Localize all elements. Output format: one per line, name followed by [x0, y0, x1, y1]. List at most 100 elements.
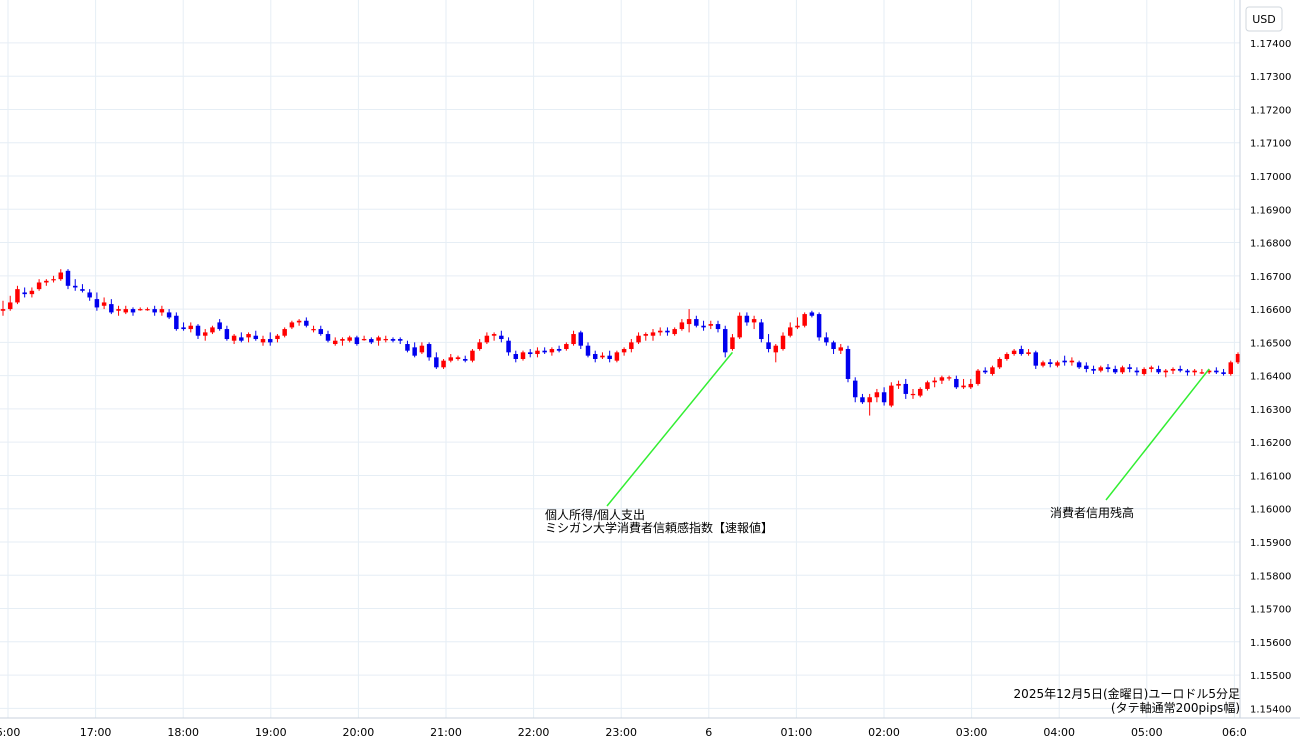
candle-body — [896, 383, 901, 386]
candle-body — [578, 332, 584, 346]
candle-body — [231, 335, 237, 341]
candle-body — [1026, 352, 1031, 355]
y-tick-label: 1.16600 — [1250, 305, 1291, 316]
candle-body — [65, 270, 71, 286]
candle-body — [1156, 368, 1161, 373]
x-tick-label: 17:00 — [80, 726, 112, 739]
candle-body — [239, 337, 244, 341]
candle-body — [1055, 362, 1060, 366]
candle-body — [1011, 350, 1017, 355]
candle-body — [166, 312, 172, 318]
candle-body — [246, 334, 251, 338]
candle-body — [1076, 362, 1082, 368]
candle-body — [116, 309, 121, 311]
y-tick-label: 1.17300 — [1250, 72, 1291, 83]
candle-body — [325, 334, 331, 341]
candle-body — [369, 339, 374, 343]
candle-body — [7, 302, 13, 310]
candle-body — [397, 339, 403, 341]
candle-body — [1206, 370, 1212, 373]
candle-body — [650, 332, 656, 336]
x-tick-label: 18:00 — [167, 726, 199, 739]
y-tick-label: 1.16200 — [1250, 438, 1291, 449]
candle-body — [708, 324, 714, 326]
candle-body — [22, 292, 27, 295]
candle-body — [773, 345, 779, 353]
currency-label-box — [1245, 6, 1283, 32]
candle-body — [845, 349, 851, 379]
candle-body — [224, 329, 230, 340]
candle-body — [954, 378, 959, 388]
annotation-leader-line — [606, 351, 734, 507]
candle-body — [29, 290, 35, 295]
candle-body — [1098, 367, 1104, 371]
candle-body — [874, 392, 880, 398]
candle-body — [1127, 367, 1132, 369]
candle-body — [109, 304, 114, 313]
candle-body — [643, 334, 649, 336]
caption-line-2: (タテ軸通常200pips幅) — [1110, 701, 1240, 715]
annotation-label: ミシガン大学消費者信頼感指数【速報値】 — [545, 520, 773, 535]
candle-body — [585, 345, 591, 356]
candle-body — [730, 337, 735, 350]
candle-body — [657, 330, 663, 333]
annotation-leader-line — [1105, 368, 1210, 501]
candle-body — [159, 309, 165, 313]
candle-body — [202, 332, 208, 336]
candle-body — [1004, 354, 1010, 359]
candle-body — [1112, 368, 1118, 373]
candle-body — [484, 335, 490, 343]
candle-body — [860, 397, 865, 403]
candle-body — [809, 312, 815, 316]
candle-body — [715, 324, 721, 330]
candle-body — [1235, 354, 1241, 363]
candle-body — [556, 349, 562, 351]
candle-body — [672, 329, 677, 335]
candle-body — [383, 339, 389, 341]
candle-body — [780, 335, 786, 350]
candle-body — [1019, 349, 1024, 355]
candle-body — [513, 354, 519, 359]
x-tick-label: 19:00 — [255, 726, 287, 739]
candle-body — [824, 337, 829, 343]
candle-body — [744, 315, 750, 323]
candle-body — [477, 342, 482, 350]
x-tick-label: 03:00 — [956, 726, 988, 739]
candle-body — [852, 380, 858, 398]
candle-body — [629, 342, 634, 350]
y-tick-label: 1.15700 — [1250, 605, 1291, 616]
candle-body — [1040, 362, 1046, 366]
candle-body — [137, 309, 143, 311]
candle-body — [665, 330, 670, 333]
y-tick-label: 1.16000 — [1250, 505, 1291, 516]
currency-label: USD — [1252, 13, 1276, 26]
y-tick-label: 1.16300 — [1250, 405, 1291, 416]
candle-body — [571, 334, 576, 345]
candle-body — [491, 334, 497, 336]
candle-body — [1091, 368, 1096, 371]
candle-body — [982, 370, 988, 373]
candle-body — [1214, 370, 1219, 373]
candle-body — [448, 357, 454, 361]
candle-body — [94, 299, 100, 308]
candle-body — [1047, 362, 1053, 364]
candle-body — [939, 377, 945, 381]
candle-body — [332, 340, 338, 345]
x-tick-label: 6:00 — [0, 726, 20, 739]
candle-body — [405, 344, 410, 351]
y-tick-label: 1.17200 — [1250, 105, 1291, 116]
y-tick-label: 1.16800 — [1250, 239, 1291, 250]
candle-body — [51, 279, 56, 281]
candle-body — [441, 360, 446, 368]
candle-body — [1105, 367, 1111, 369]
candle-body — [549, 349, 555, 353]
candle-body — [1163, 370, 1169, 373]
candle-layer — [0, 269, 1241, 416]
candle-body — [1033, 352, 1039, 366]
annotation-label: 個人所得/個人支出 — [545, 507, 645, 522]
y-tick-label: 1.15900 — [1250, 538, 1291, 549]
candle-body — [123, 309, 129, 313]
